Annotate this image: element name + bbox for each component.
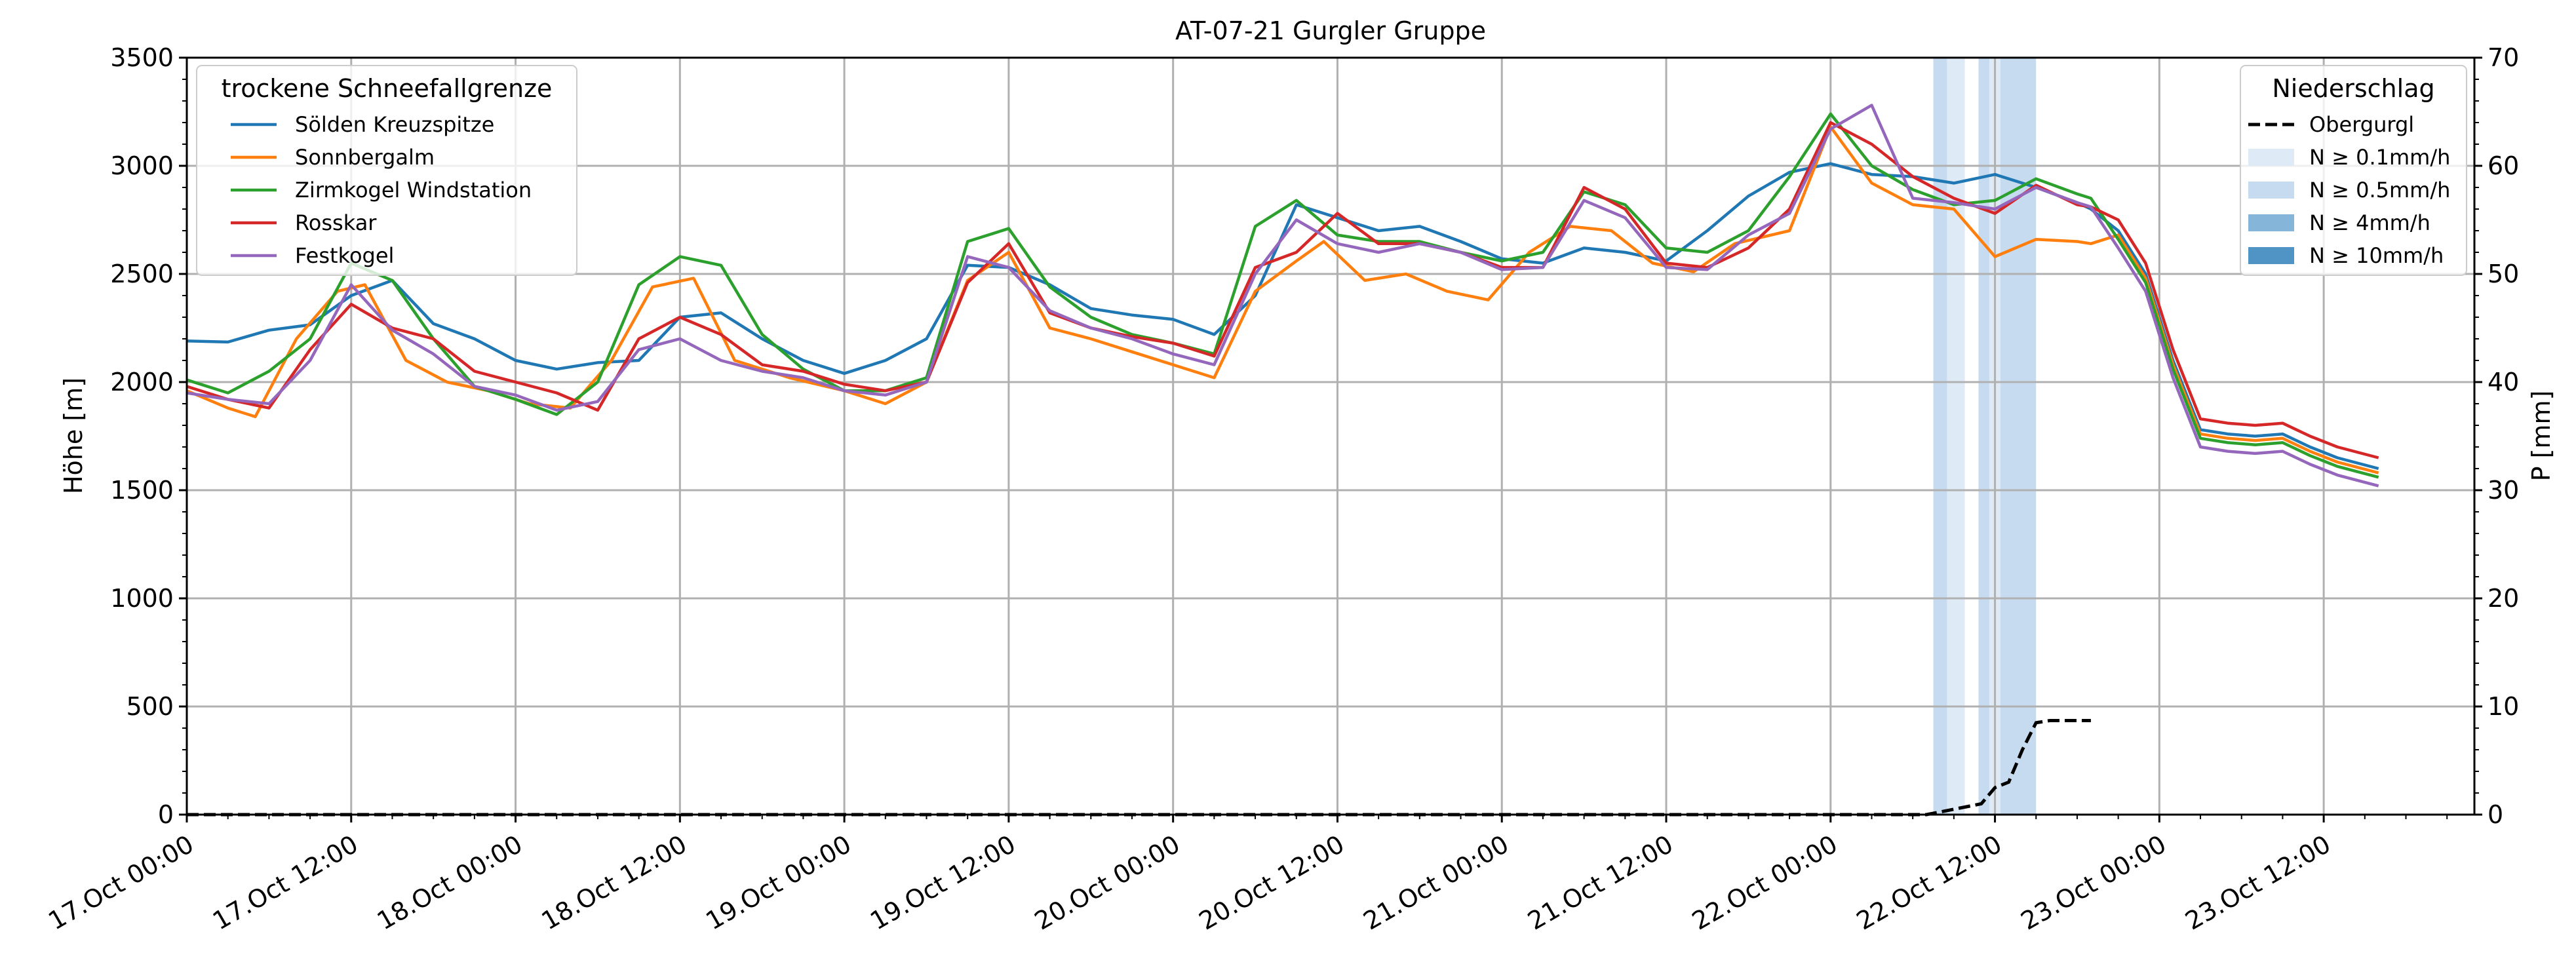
y2-tick-label: 40: [2488, 368, 2519, 396]
y2-axis-label: P [mm]: [2527, 391, 2556, 482]
legend-box: [2240, 65, 2467, 276]
y-tick-label: 3500: [110, 43, 174, 72]
y2-tick-label: 20: [2488, 584, 2519, 613]
y2-tick-label: 30: [2488, 476, 2519, 505]
y2-tick-label: 10: [2488, 692, 2519, 721]
legend-label: N ≥ 0.1mm/h: [2309, 145, 2450, 170]
y-tick-label: 1000: [110, 584, 174, 613]
series-line: [186, 112, 2379, 479]
precip-cumulative-line: [187, 719, 2091, 817]
y-tick-label: 3000: [110, 151, 174, 180]
y2-tick-label: 70: [2488, 43, 2519, 72]
y-tick-label: 500: [126, 692, 174, 721]
legend-label: Sölden Kreuzspitze: [295, 112, 494, 137]
series-line: [186, 121, 2379, 459]
legend-label: Festkogel: [295, 243, 394, 268]
plot-frame: [185, 56, 2476, 816]
y-tick-label: 2000: [110, 368, 174, 396]
legend-label: N ≥ 0.5mm/h: [2309, 178, 2450, 203]
y2-tick-label: 50: [2488, 260, 2519, 288]
legend-box: [196, 65, 577, 276]
legend-swatch: [2248, 247, 2294, 264]
y-axis-label: Höhe [m]: [59, 377, 88, 494]
legend-label: Sonnbergalm: [295, 145, 435, 170]
legend-swatch: [2248, 182, 2294, 199]
legend-label: Obergurgl: [2309, 112, 2414, 137]
y-tick-label: 0: [158, 800, 174, 829]
precip-cumulative: [187, 719, 2091, 817]
precip-band: [1947, 58, 1965, 815]
series-line: [186, 125, 2379, 474]
series-lines: [186, 104, 2379, 488]
legend-swatch: [2248, 149, 2294, 166]
legend-label: Rosskar: [295, 210, 377, 235]
legend-label: N ≥ 4mm/h: [2309, 210, 2430, 235]
legend-label: Zirmkogel Windstation: [295, 178, 532, 203]
y-tick-label: 1500: [110, 476, 174, 505]
y2-tick-label: 0: [2488, 800, 2503, 829]
legend-snowline: trockene Schneefallgrenze Sölden Kreuzspi…: [196, 65, 577, 276]
legend-precipitation: Niederschlag Obergurgl N ≥ 0.1mm/h N ≥ 0.5m…: [2240, 65, 2467, 276]
precip-band: [2000, 58, 2037, 815]
precip-bands: [1933, 58, 2037, 815]
series-line: [186, 104, 2379, 488]
precip-band: [1933, 58, 1947, 815]
legend-title: Niederschlag: [2272, 74, 2434, 103]
legend-title: trockene Schneefallgrenze: [222, 74, 553, 103]
legend-label: N ≥ 10mm/h: [2309, 243, 2444, 268]
y-tick-label: 2500: [110, 260, 174, 288]
legend-swatch: [2248, 214, 2294, 231]
y2-tick-label: 60: [2488, 151, 2519, 180]
chart-title: AT-07-21 Gurgler Gruppe: [1175, 16, 1486, 45]
precip-band: [1978, 58, 1990, 815]
